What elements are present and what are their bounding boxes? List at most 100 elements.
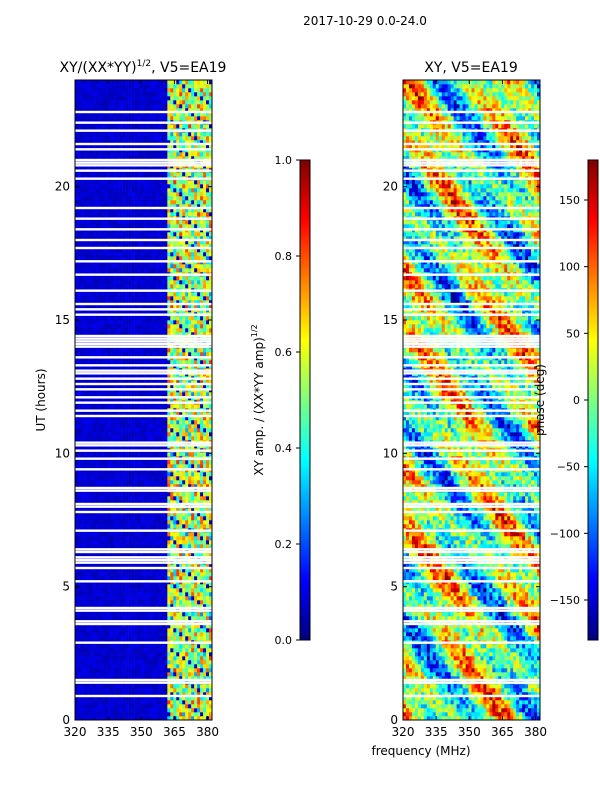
heatmap-cell [158,672,162,677]
heatmap-cell [200,700,204,705]
heatmap-cell [107,292,112,297]
heatmap-cell [131,552,135,557]
heatmap-cell [77,684,82,689]
heatmap-cell [173,584,177,589]
heatmap-cell [75,328,79,333]
heatmap-cell [98,360,103,365]
heatmap-cell [101,692,106,697]
heatmap-cell [206,428,210,433]
heatmap-cell [149,424,153,429]
heatmap-cell [161,300,165,305]
heatmap-cell [80,316,85,321]
heatmap-cell [125,616,129,621]
heatmap-cell [119,348,123,353]
heatmap-cell [170,392,174,397]
heatmap-cell [197,672,201,677]
heatmap-cell [116,292,120,297]
heatmap-cell [116,664,120,669]
heatmap-cell [80,636,85,641]
heatmap-cell [179,576,183,581]
heatmap-cell [164,524,168,529]
heatmap-cell [167,612,171,617]
heatmap-cell [116,696,120,701]
heatmap-cell [125,500,129,505]
heatmap-cell [173,292,177,297]
heatmap-cell [191,384,195,389]
heatmap-cell [161,624,165,629]
heatmap-cell [137,292,141,297]
heatmap-cell [83,688,88,693]
heatmap-cell [209,332,212,337]
heatmap-cell [185,420,189,425]
heatmap-cell [128,500,132,505]
heatmap-cell [197,328,201,333]
heatmap-cell [98,428,103,433]
heatmap-cell [83,628,88,633]
heatmap-cell [104,540,109,545]
heatmap-cell [185,500,189,505]
heatmap-cell [86,704,91,709]
heatmap-cell [125,360,129,365]
heatmap-cell [182,380,186,385]
heatmap-cell [164,348,168,353]
heatmap-cell [173,572,177,577]
heatmap-cell [209,688,212,693]
heatmap-cell [155,636,159,641]
heatmap-cell [137,500,141,505]
heatmap-cell [110,416,115,421]
heatmap-cell [125,420,129,425]
heatmap-cell [143,604,147,609]
heatmap-cell [131,700,135,705]
heatmap-cell [143,712,147,717]
heatmap-cell [152,424,156,429]
heatmap-cell [116,576,120,581]
heatmap-cell [209,564,212,569]
heatmap-cell [158,576,162,581]
heatmap-cell [128,616,132,621]
heatmap-cell [110,516,115,521]
heatmap-cell [116,648,120,653]
heatmap-cell [158,316,162,321]
heatmap-cell [197,564,201,569]
heatmap-cell [107,412,112,417]
heatmap-cell [92,676,97,681]
heatmap-cell [140,416,144,421]
heatmap-cell [98,520,103,525]
heatmap-cell [110,672,115,677]
heatmap-cell [149,516,153,521]
heatmap-cell [92,320,97,325]
heatmap-cell [125,484,129,489]
heatmap-cell [185,520,189,525]
heatmap-cell [75,320,79,325]
heatmap-cell [173,500,177,505]
heatmap-cell [134,476,138,481]
heatmap-cell [167,412,171,417]
heatmap-cell [107,436,112,441]
heatmap-cell [113,664,117,669]
heatmap-cell [206,540,210,545]
heatmap-cell [98,476,103,481]
heatmap-cell [119,536,123,541]
heatmap-cell [176,704,180,709]
heatmap-cell [83,300,88,305]
heatmap-cell [98,424,103,429]
heatmap-cell [158,684,162,689]
heatmap-cell [131,404,135,409]
heatmap-cell [125,576,129,581]
heatmap-cell [128,564,132,569]
heatmap-cell [185,532,189,537]
heatmap-cell [119,708,123,713]
heatmap-cell [170,540,174,545]
heatmap-cell [92,616,97,621]
heatmap-cell [104,480,109,485]
heatmap-cell [206,568,210,573]
heatmap-cell [158,500,162,505]
heatmap-cell [164,404,168,409]
heatmap-cell [83,492,88,497]
heatmap-cell [170,708,174,713]
heatmap-cell [140,712,144,717]
heatmap-cell [185,656,189,661]
heatmap-cell [98,452,103,457]
heatmap-cell [104,660,109,665]
heatmap-cell [188,404,192,409]
